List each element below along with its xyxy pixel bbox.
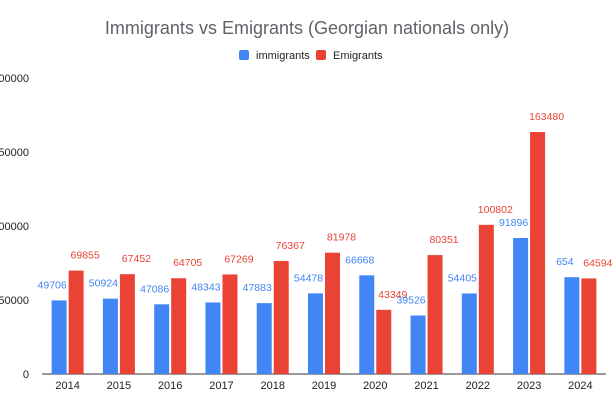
data-label-emigrants-2018: 76367 bbox=[276, 240, 305, 252]
legend: immigrants Emigrants bbox=[239, 50, 383, 62]
data-label-immigrants-2021: 39526 bbox=[396, 295, 425, 307]
bar-emigrants-2019 bbox=[325, 252, 340, 374]
legend-swatch-emigrants bbox=[316, 50, 326, 60]
x-tick-label: 2019 bbox=[312, 380, 336, 392]
y-tick-label: 200000 bbox=[0, 73, 29, 85]
data-label-emigrants-2021: 80351 bbox=[429, 234, 458, 246]
data-label-emigrants-2019: 81978 bbox=[327, 232, 356, 244]
data-label-immigrants-2014: 49706 bbox=[38, 279, 67, 291]
bar-emigrants-2014 bbox=[68, 270, 84, 374]
bar-emigrants-2015 bbox=[119, 274, 135, 374]
data-label-immigrants-2016: 47086 bbox=[140, 283, 169, 295]
bar-emigrants-2020 bbox=[376, 309, 392, 374]
data-label-immigrants-2018: 47883 bbox=[243, 282, 272, 294]
data-label-emigrants-2017: 67269 bbox=[224, 253, 253, 265]
bar-emigrants-2018 bbox=[273, 260, 289, 374]
data-label-immigrants-2017: 48343 bbox=[191, 281, 220, 293]
bar-emigrants-2022 bbox=[478, 224, 494, 374]
legend-label-immigrants: immigrants bbox=[256, 50, 310, 62]
data-label-emigrants-2023: 163480 bbox=[529, 111, 564, 123]
bar-emigrants-2017 bbox=[222, 274, 238, 374]
bar-immigrants-2023 bbox=[513, 237, 529, 374]
x-tick-label: 2014 bbox=[55, 380, 79, 392]
x-tick-label: 2024 bbox=[568, 380, 592, 392]
x-tick-label: 2017 bbox=[209, 380, 233, 392]
data-label-immigrants-2015: 50924 bbox=[89, 278, 118, 290]
bar-immigrants-2024 bbox=[564, 277, 580, 374]
x-tick-label: 2018 bbox=[260, 380, 284, 392]
bar-immigrants-2017 bbox=[205, 302, 221, 374]
x-tick-label: 2023 bbox=[517, 380, 541, 392]
data-label-immigrants-2022: 54405 bbox=[448, 272, 477, 284]
bar-immigrants-2019 bbox=[308, 293, 323, 374]
y-tick-label: 100000 bbox=[0, 221, 29, 233]
x-axis: 2014 2015 2016 2017 2018 2019 2020 2021 2022 2023… bbox=[42, 373, 606, 392]
bar-immigrants-2022 bbox=[461, 293, 477, 374]
data-label-immigrants-2019: 54478 bbox=[294, 272, 323, 284]
bar-emigrants-2016 bbox=[171, 278, 187, 374]
legend-label-emigrants: Emigrants bbox=[333, 50, 383, 62]
y-axis: 0 50000 100000 150000 200000 bbox=[0, 73, 29, 381]
x-tick-label: 2016 bbox=[158, 380, 182, 392]
data-label-emigrants-2024: 64594 bbox=[583, 257, 612, 269]
data-label-immigrants-2024: 654 bbox=[556, 256, 574, 268]
bars bbox=[51, 132, 597, 374]
x-tick-label: 2015 bbox=[107, 380, 131, 392]
data-label-immigrants-2020: 66668 bbox=[345, 254, 374, 266]
data-label-emigrants-2020: 43349 bbox=[378, 289, 407, 301]
data-label-emigrants-2015: 67452 bbox=[122, 253, 151, 265]
data-label-immigrants-2023: 91896 bbox=[499, 217, 528, 229]
y-tick-label: 0 bbox=[23, 369, 29, 381]
legend-swatch-immigrants bbox=[239, 50, 249, 60]
bar-immigrants-2021 bbox=[410, 315, 426, 374]
data-label-emigrants-2022: 100802 bbox=[478, 204, 513, 216]
bar-immigrants-2014 bbox=[51, 300, 67, 374]
bar-immigrants-2018 bbox=[256, 303, 272, 374]
bar-emigrants-2024 bbox=[581, 278, 597, 374]
bar-immigrants-2016 bbox=[154, 304, 170, 374]
data-labels: 49706 69855 50924 67452 47086 64705 48343 67269… bbox=[38, 111, 613, 306]
data-label-emigrants-2014: 69855 bbox=[71, 250, 100, 262]
data-label-emigrants-2016: 64705 bbox=[173, 257, 202, 269]
bar-immigrants-2020 bbox=[359, 275, 375, 374]
chart-title: Immigrants vs Emigrants (Georgian nation… bbox=[105, 18, 509, 38]
y-tick-label: 50000 bbox=[0, 295, 29, 307]
bar-immigrants-2015 bbox=[102, 298, 118, 374]
bar-emigrants-2023 bbox=[530, 132, 546, 374]
bar-emigrants-2021 bbox=[427, 255, 443, 374]
x-tick-label: 2021 bbox=[414, 380, 438, 392]
y-tick-label: 150000 bbox=[0, 147, 29, 159]
x-tick-label: 2022 bbox=[466, 380, 490, 392]
x-tick-label: 2020 bbox=[363, 380, 387, 392]
